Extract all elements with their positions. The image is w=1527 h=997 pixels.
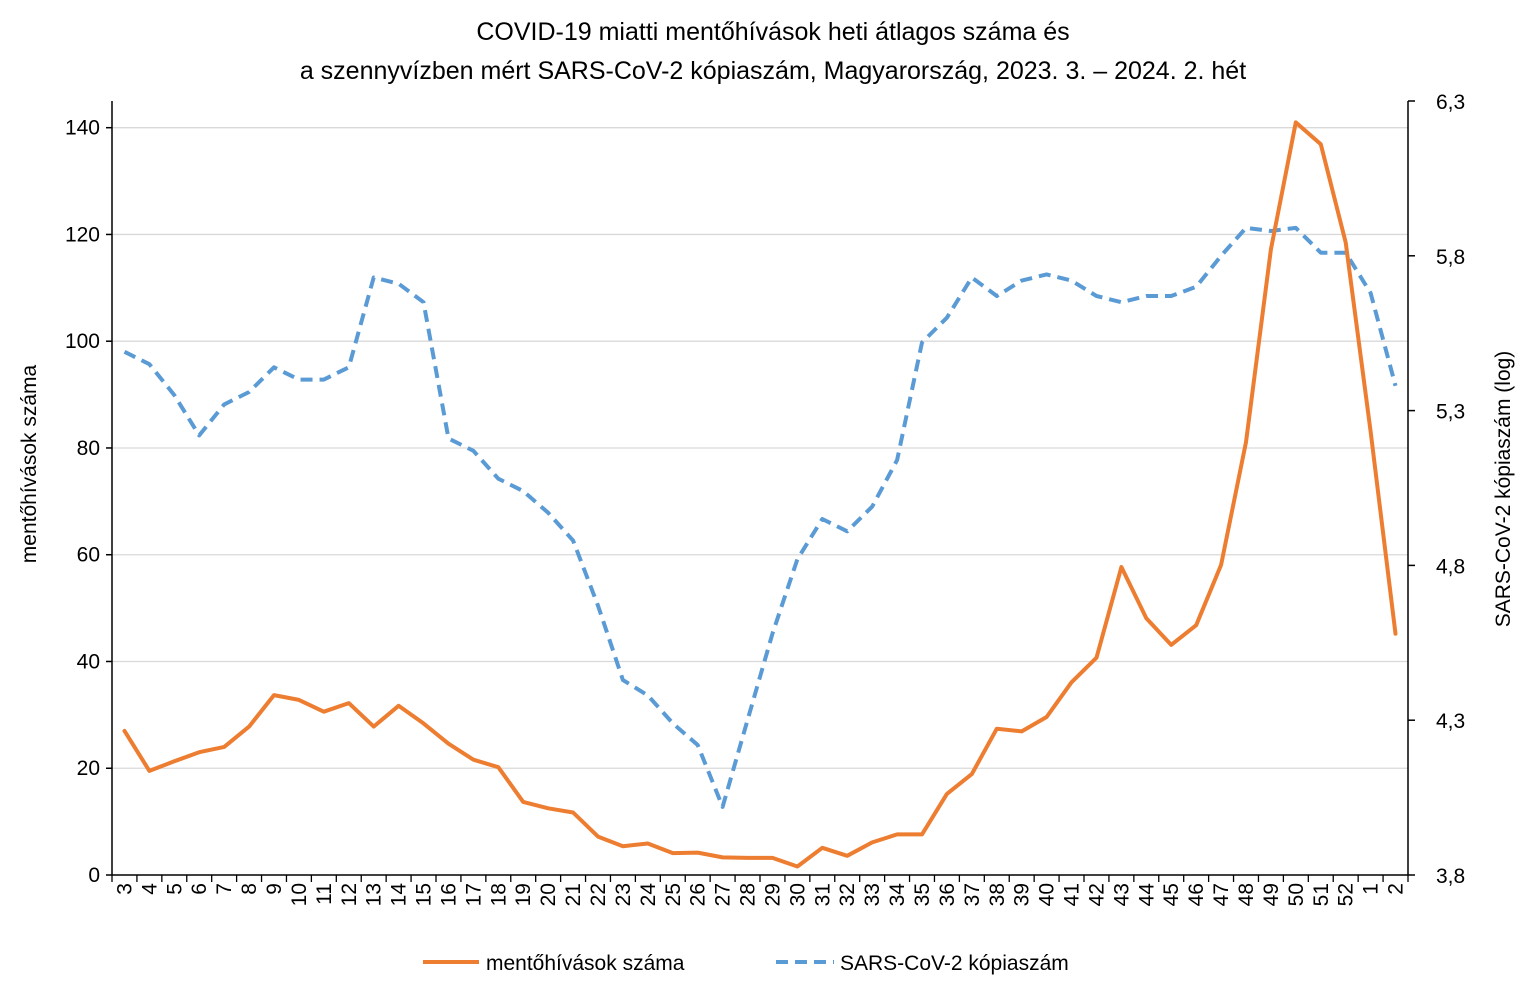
right-tick-label: 3,8 [1436,865,1465,888]
x-tick-label: 23 [612,883,635,906]
x-tick-label: 43 [1110,883,1133,906]
x-tick-label: 52 [1335,883,1358,906]
x-tick-label: 18 [487,883,510,906]
x-tick-label: 28 [737,883,760,906]
x-tick-label: 2 [1385,883,1408,895]
left-tick-label: 140 [65,117,100,140]
x-tick-label: 41 [1061,883,1084,906]
right-tick-label: 4,3 [1436,710,1465,733]
x-tick-label: 36 [936,883,959,906]
x-tick-label: 16 [437,883,460,906]
left-tick-label: 100 [65,330,100,353]
left-tick-label: 40 [77,650,100,673]
left-tick-label: 0 [88,864,100,887]
right-tick-label: 6,3 [1436,91,1465,114]
x-tick-label: 44 [1135,883,1158,907]
x-tick-label: 6 [188,883,211,895]
x-tick-label: 7 [213,883,236,895]
series-layer [122,120,1398,869]
x-tick-label: 3 [113,883,136,895]
x-tick-label: 49 [1260,883,1283,906]
x-tick-label: 27 [712,883,735,906]
chart-title: COVID-19 miatti mentőhívások heti átlago… [476,18,1069,46]
x-tick-label: 29 [761,883,784,906]
x-tick-label: 33 [861,883,884,906]
x-tick-label: 39 [1011,883,1034,906]
left-tick-label: 80 [77,437,100,460]
x-tick-label: 15 [413,883,436,906]
x-tick-label: 10 [288,883,311,906]
x-tick-label: 45 [1160,883,1183,906]
x-tick-label: 37 [961,883,984,906]
left-axis-ticks: 0 20 40 60 80 100 120 140 [65,117,112,887]
x-tick-label: 46 [1185,883,1208,906]
x-tick-label: 48 [1235,883,1258,906]
chart-subtitle: a szennyvízben mért SARS-CoV-2 kópiaszám… [300,57,1246,85]
x-tick-label: 4 [138,883,161,895]
axes [111,101,1409,876]
right-tick-label: 5,8 [1436,246,1465,269]
x-tick-label: 22 [587,883,610,906]
right-tick-label: 5,3 [1436,401,1465,424]
x-tick-label: 1 [1360,883,1383,895]
gridlines [112,127,1408,769]
x-tick-label: 24 [637,883,660,907]
x-tick-label: 21 [562,883,585,906]
x-tick-label: 13 [363,883,386,906]
x-tick-label: 35 [911,883,934,906]
x-tick-label: 8 [238,883,261,895]
x-tick-label: 5 [163,883,186,895]
x-tick-label: 42 [1085,883,1108,906]
x-tick-label: 20 [537,883,560,906]
x-tick-label: 11 [313,883,336,905]
x-tick-label: 30 [786,883,809,906]
x-tick-label: 38 [986,883,1009,906]
x-tick-label: 34 [886,883,909,907]
series-line-kopiaszam [123,225,1398,809]
right-tick-label: 4,8 [1436,555,1465,578]
right-axis-title: SARS-CoV-2 kópiaszám (log) [1492,351,1515,628]
x-tick-label: 17 [462,883,485,906]
series-line-mentohivasok [122,120,1398,869]
x-tick-label: 31 [811,883,834,906]
legend-label-mentohivasok: mentőhívások száma [486,952,685,975]
x-tick-label: 12 [338,883,361,906]
x-tick-label: 14 [388,883,411,907]
x-axis-ticks: 3 4 5 6 7 8 9 10 11 12 13 14 15 16 17 18 19 20 21 22 23 24 25 2… [111,875,1409,907]
x-tick-label: 32 [836,883,859,906]
x-tick-label: 26 [687,883,710,906]
left-tick-label: 120 [65,223,100,246]
x-tick-label: 40 [1036,883,1059,906]
legend-label-kopiaszam: SARS-CoV-2 kópiaszám [840,952,1069,975]
left-axis-title: mentőhívások száma [18,364,41,563]
x-tick-label: 47 [1210,883,1233,906]
right-axis-ticks: 3,8 4,3 4,8 5,3 5,8 6,3 [1408,91,1465,888]
x-tick-label: 51 [1310,883,1333,906]
x-tick-label: 25 [662,883,685,906]
x-tick-label: 9 [263,883,286,895]
x-tick-label: 50 [1285,883,1308,906]
x-tick-label: 19 [512,883,535,906]
legend: mentőhívások száma SARS-CoV-2 kópiaszám [423,952,1069,975]
left-tick-label: 20 [77,757,100,780]
left-tick-label: 60 [77,544,100,567]
